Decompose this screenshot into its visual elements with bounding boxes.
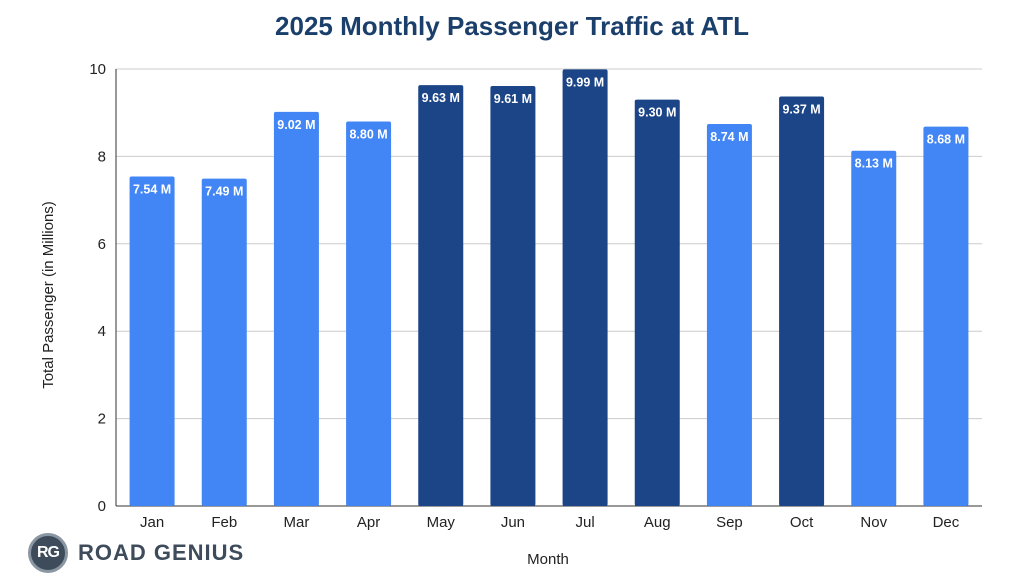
y-tick-label: 6 bbox=[98, 236, 106, 253]
x-tick-label: Apr bbox=[357, 514, 380, 531]
grid-lines bbox=[115, 68, 982, 507]
data-label: 7.54 M bbox=[133, 183, 171, 197]
x-axis-ticks: Jan Feb Mar Apr May Jun Jul Aug Sep Oct Nov Dec bbox=[140, 514, 960, 531]
y-tick-label: 0 bbox=[98, 498, 106, 515]
bar-jun bbox=[490, 86, 536, 506]
data-label: 8.68 M bbox=[927, 133, 965, 147]
y-tick-label: 4 bbox=[98, 323, 106, 340]
bar-oct bbox=[779, 96, 825, 506]
x-tick-label: Jul bbox=[575, 514, 594, 531]
data-label: 8.74 M bbox=[710, 130, 748, 144]
logo-text: ROAD GENIUS bbox=[78, 540, 245, 565]
x-tick-label: Mar bbox=[283, 514, 309, 531]
bar-jul bbox=[562, 69, 608, 506]
x-axis-label: Month bbox=[527, 551, 569, 568]
x-tick-label: Aug bbox=[644, 514, 671, 531]
data-label: 9.30 M bbox=[638, 106, 676, 120]
x-tick-label: Oct bbox=[790, 514, 814, 531]
road-genius-logo: RG ROAD GENIUS bbox=[28, 533, 244, 573]
bar-dec bbox=[923, 126, 969, 507]
bar-apr bbox=[346, 121, 392, 506]
y-tick-label: 2 bbox=[98, 411, 106, 428]
data-label: 8.13 M bbox=[855, 157, 893, 171]
data-label: 8.80 M bbox=[349, 127, 387, 141]
x-tick-label: Feb bbox=[211, 514, 237, 531]
chart-title: 2025 Monthly Passenger Traffic at ATL bbox=[275, 11, 749, 41]
bar-feb bbox=[201, 178, 247, 506]
x-tick-label: Dec bbox=[933, 514, 960, 531]
data-label: 9.02 M bbox=[277, 118, 315, 132]
x-tick-label: May bbox=[427, 514, 456, 531]
logo-badge-icon: RG bbox=[28, 533, 68, 573]
bar-nov bbox=[851, 150, 897, 506]
y-tick-label: 8 bbox=[98, 148, 106, 165]
y-axis-label: Total Passenger (in Millions) bbox=[40, 201, 57, 389]
x-tick-label: Jan bbox=[140, 514, 164, 531]
x-tick-label: Nov bbox=[860, 514, 887, 531]
y-axis-ticks: 0 2 4 6 8 10 bbox=[89, 61, 106, 515]
bar-aug bbox=[634, 99, 680, 506]
x-tick-label: Sep bbox=[716, 514, 743, 531]
data-label: 9.63 M bbox=[422, 91, 460, 105]
bars: 7.54 M 7.49 M 9.02 M 8.80 M 9.63 M 9.61 M 9.99… bbox=[129, 69, 969, 507]
bar-mar bbox=[273, 111, 319, 507]
bar-sep bbox=[706, 124, 752, 506]
x-tick-label: Jun bbox=[501, 514, 525, 531]
bar-jan bbox=[129, 176, 175, 506]
bar-may bbox=[418, 85, 464, 506]
data-label: 7.49 M bbox=[205, 185, 243, 199]
y-tick-label: 10 bbox=[89, 61, 106, 78]
data-label: 9.99 M bbox=[566, 75, 604, 89]
data-label: 9.61 M bbox=[494, 92, 532, 106]
data-label: 9.37 M bbox=[782, 103, 820, 117]
